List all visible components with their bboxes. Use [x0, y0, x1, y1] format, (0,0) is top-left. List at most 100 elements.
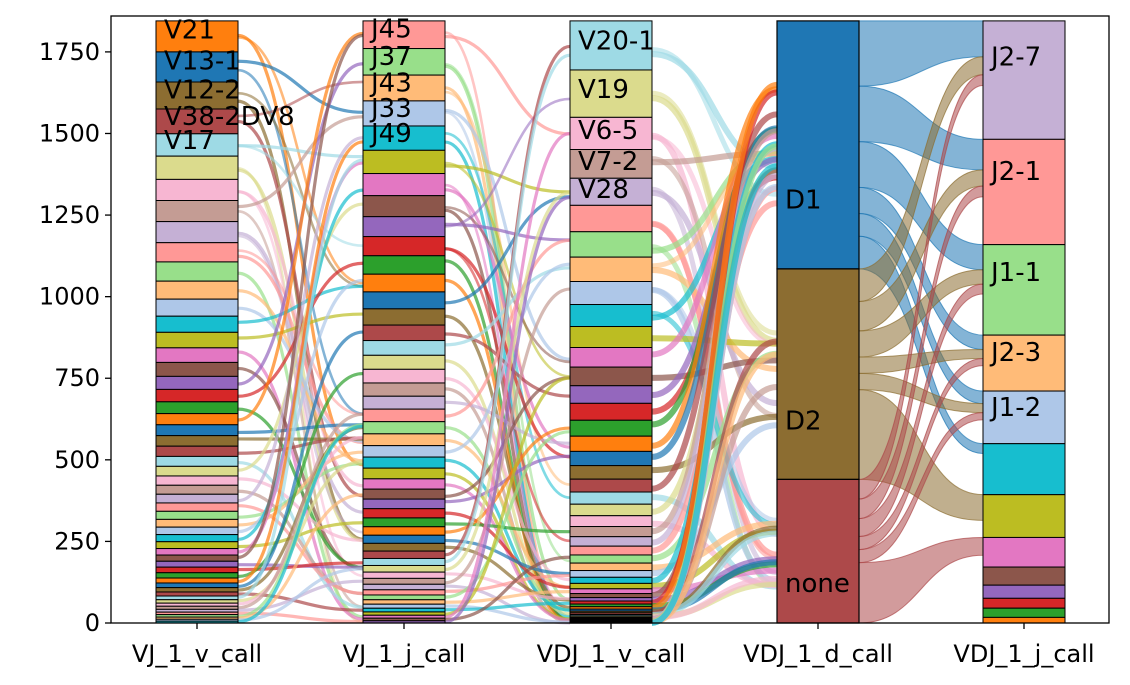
- segment-VDJ_1_v_call-27: [569, 562, 653, 572]
- segment-VDJ_1_v_call-20: [569, 491, 653, 505]
- segment-VDJ_1_v_call-29: [569, 576, 653, 584]
- segment-VDJ_1_v_call-10: [569, 326, 653, 349]
- segment-VJ_1_v_call-15: [155, 347, 239, 363]
- segment-VJ_1_j_call-6: [362, 173, 446, 197]
- segment-VJ_1_v_call-19: [155, 401, 239, 415]
- segment-label-J49: J49: [369, 119, 412, 149]
- flow-1-2-48: [444, 195, 571, 624]
- flow-0-1-39: [237, 371, 364, 579]
- flow-2-3-47: [651, 351, 778, 626]
- segment-VDJ_1_d_call-2: [776, 478, 860, 624]
- segment-VJ_1_v_call-36: [155, 554, 239, 562]
- flow-0-1-23: [237, 436, 364, 455]
- segment-VJ_1_j_call-41: [362, 594, 446, 601]
- flow-2-3-49: [651, 163, 778, 626]
- flow-1-2-30: [444, 522, 571, 534]
- segment-VDJ_1_j_call-12: [982, 616, 1066, 624]
- flow-0-1-20: [237, 31, 364, 422]
- segment-VDJ_1_j_call-10: [982, 597, 1066, 609]
- flow-0-1-7: [237, 115, 364, 209]
- segment-VJ_1_v_call-7: [155, 200, 239, 223]
- segment-VDJ_1_j_call-8: [982, 566, 1066, 586]
- flow-0-1-40: [237, 140, 364, 584]
- segment-VJ_1_v_call-16: [155, 361, 239, 377]
- segment-label-V13-1: V13-1: [164, 46, 241, 76]
- segment-VDJ_1_j_call-7: [982, 536, 1066, 568]
- segment-label-V38-2DV8: V38-2DV8: [164, 102, 295, 132]
- segment-VDJ_1_d_call-1: [776, 268, 860, 481]
- segment-VJ_1_v_call-31: [155, 518, 239, 528]
- segment-VJ_1_v_call-26: [155, 475, 239, 486]
- segment-VJ_1_j_call-37: [362, 571, 446, 579]
- x-tick-label-VJ_1_j_call: VJ_1_j_call: [343, 640, 466, 668]
- segment-VDJ_1_j_call-6: [982, 494, 1066, 538]
- flow-0-1-18: [237, 261, 364, 398]
- segment-VJ_1_j_call-17: [362, 368, 446, 384]
- y-tick-label-500: 500: [54, 446, 100, 474]
- segment-VJ_1_v_call-41: [155, 582, 239, 589]
- segment-VJ_1_j_call-13: [362, 308, 446, 326]
- flow-1-2-41: [444, 430, 571, 599]
- flow-0-1-104: [237, 144, 364, 247]
- segment-VDJ_1_v_call-26: [569, 554, 653, 564]
- segment-VJ_1_v_call-42: [155, 587, 239, 593]
- flow-2-3-19: [651, 111, 778, 492]
- segment-label-none: none: [785, 569, 850, 599]
- segment-VJ_1_j_call-18: [362, 382, 446, 397]
- y-tick-label-1250: 1250: [39, 201, 100, 229]
- segment-VJ_1_j_call-30: [362, 517, 446, 528]
- segment-VJ_1_j_call-39: [362, 583, 446, 591]
- segment-label-J1-1: J1-1: [989, 258, 1041, 288]
- flow-0-1-103: [237, 80, 364, 118]
- segment-VJ_1_v_call-23: [155, 445, 239, 457]
- flow-0-1-44: [237, 158, 364, 599]
- segment-VJ_1_j_call-12: [362, 291, 446, 310]
- segment-VDJ_1_v_call-31: [569, 588, 653, 595]
- segment-VJ_1_v_call-9: [155, 242, 239, 263]
- segment-VJ_1_j_call-19: [362, 395, 446, 410]
- flow-1-2-12: [444, 195, 571, 305]
- segment-VJ_1_v_call-43: [155, 591, 239, 597]
- segment-VDJ_1_v_call-8: [569, 281, 653, 306]
- segment-VJ_1_j_call-27: [362, 488, 446, 500]
- segment-VJ_1_v_call-29: [155, 502, 239, 512]
- segment-VJ_1_j_call-42: [362, 599, 446, 605]
- segment-VDJ_1_j_call-1: [982, 138, 1066, 246]
- segment-VJ_1_v_call-38: [155, 566, 239, 574]
- segment-VDJ_1_v_call-14: [569, 402, 653, 421]
- flow-0-1-29: [237, 504, 364, 595]
- segment-label-V21: V21: [164, 16, 215, 46]
- segment-VJ_1_j_call-28: [362, 498, 446, 510]
- segment-VJ_1_j_call-16: [362, 354, 446, 370]
- segment-label-V6-5: V6-5: [578, 116, 638, 146]
- plot-frame: [110, 15, 1110, 624]
- segment-VJ_1_j_call-11: [362, 273, 446, 293]
- segment-VJ_1_v_call-5: [155, 155, 239, 180]
- segment-VDJ_1_v_call-11: [569, 347, 653, 368]
- flow-1-2-38: [444, 287, 571, 585]
- y-tick-label-750: 750: [54, 364, 100, 392]
- flow-2-3-100: [651, 47, 778, 197]
- segment-VJ_1_j_call-32: [362, 534, 446, 544]
- segment-VJ_1_v_call-3: [155, 108, 239, 135]
- segment-VJ_1_j_call-24: [362, 456, 446, 469]
- segment-VJ_1_v_call-35: [155, 548, 239, 556]
- flow-0-1-45: [237, 460, 364, 603]
- segment-VDJ_1_v_call-15: [569, 419, 653, 437]
- flow-0-1-102: [237, 91, 364, 288]
- segment-VJ_1_v_call-45: [155, 599, 239, 604]
- segment-VJ_1_j_call-25: [362, 467, 446, 480]
- flow-1-2-3: [444, 108, 571, 361]
- segment-VDJ_1_v_call-18: [569, 465, 653, 480]
- flow-0-1-52: [237, 567, 364, 622]
- flow-2-3-36: [651, 81, 778, 611]
- segment-VJ_1_v_call-20: [155, 413, 239, 426]
- flow-1-2-107: [444, 206, 571, 364]
- segment-VJ_1_j_call-31: [362, 526, 446, 536]
- segment-label-V28: V28: [578, 175, 629, 205]
- flow-2-3-6: [651, 148, 778, 254]
- segment-label-V17: V17: [164, 126, 215, 156]
- segment-VDJ_1_v_call-23: [569, 526, 653, 538]
